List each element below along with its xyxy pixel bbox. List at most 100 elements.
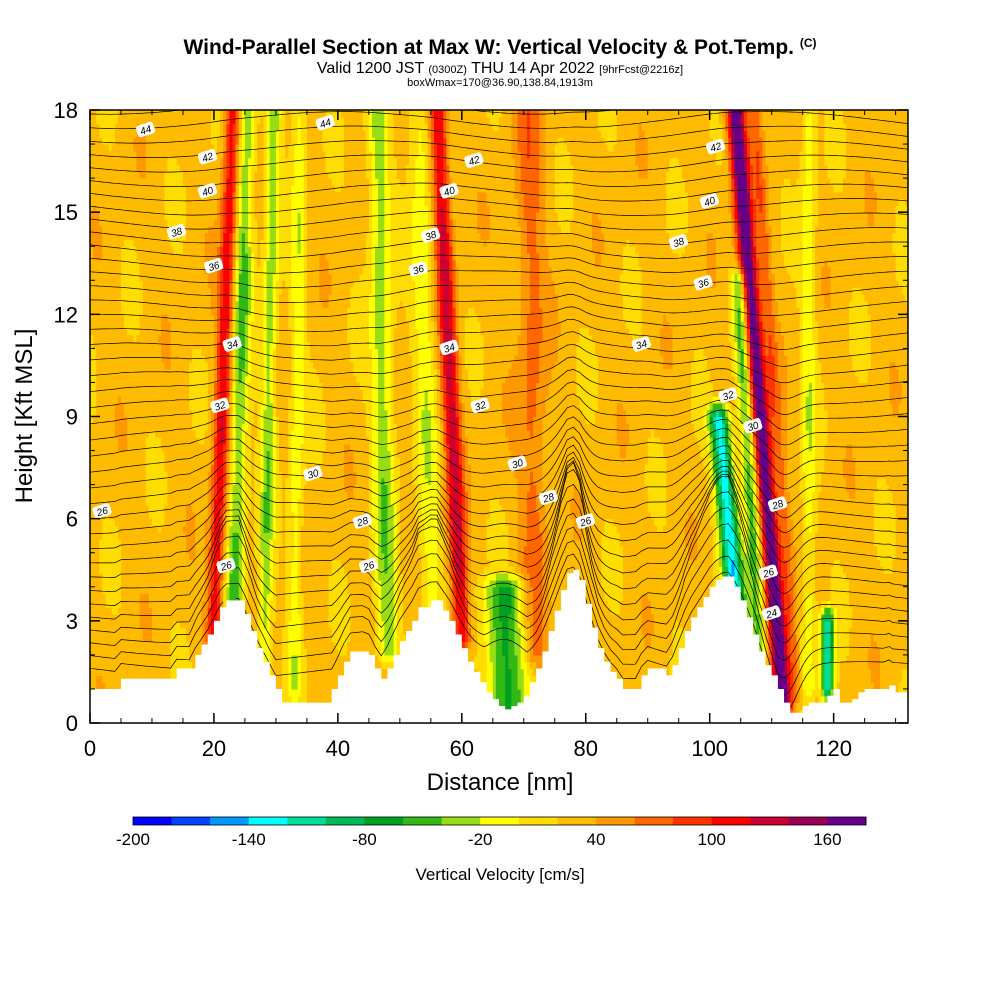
w-cell (833, 110, 838, 193)
w-cell (176, 253, 181, 622)
w-cell (257, 123, 262, 268)
w-cell (340, 566, 345, 656)
w-cell (895, 205, 900, 281)
w-cell (694, 348, 698, 438)
w-cell (718, 164, 723, 397)
w-cell (359, 389, 364, 723)
w-cell (604, 600, 609, 690)
w-cell (495, 130, 500, 499)
w-cell (660, 327, 664, 356)
w-cell (316, 110, 320, 377)
w-cell (173, 620, 178, 710)
w-cell (294, 110, 299, 145)
w-cell (207, 287, 212, 472)
theta-label-text: 38 (424, 229, 438, 243)
w-cell (718, 416, 723, 458)
w-cell (678, 259, 683, 629)
x-tick-label: 40 (326, 736, 350, 761)
w-cell (560, 232, 565, 608)
w-cell (111, 614, 116, 723)
w-cell (269, 110, 274, 343)
w-cell (437, 300, 441, 336)
w-cell (849, 355, 853, 445)
w-cell (768, 634, 773, 649)
w-cell (254, 402, 258, 438)
w-cell (849, 607, 853, 629)
w-cell (805, 593, 810, 697)
w-cell (743, 273, 748, 281)
w-cell (610, 614, 615, 723)
w-cell (421, 110, 426, 152)
w-cell (393, 110, 398, 159)
w-cell (421, 150, 426, 411)
w-cell (722, 423, 726, 445)
w-cell (666, 110, 671, 172)
w-cell (241, 423, 246, 588)
w-cell (384, 654, 389, 663)
w-cell (715, 409, 720, 418)
w-cell (145, 110, 150, 438)
w-cell (502, 654, 506, 710)
w-cell (749, 491, 754, 574)
w-cell (399, 300, 404, 574)
w-cell (635, 164, 640, 254)
w-cell (198, 110, 203, 349)
w-cell (449, 518, 454, 547)
w-cell (300, 110, 305, 145)
theta-label-text: 24 (764, 607, 779, 621)
w-cell (489, 498, 494, 574)
w-cell (499, 573, 503, 581)
w-cell (381, 110, 385, 479)
theta-label: 28 (767, 496, 788, 513)
w-cell (725, 423, 729, 445)
w-cell (170, 246, 175, 629)
w-cell (576, 491, 581, 540)
w-cell (514, 573, 519, 581)
w-cell (802, 648, 807, 690)
theta-label-bg (197, 149, 218, 165)
w-cell (226, 327, 231, 397)
w-cell (753, 409, 757, 424)
w-cell (740, 259, 745, 268)
w-cell (204, 110, 209, 234)
w-cell (675, 157, 680, 254)
w-cell (731, 464, 736, 479)
title-suffix: (C) (799, 36, 817, 50)
theta-label-bg (210, 397, 230, 414)
w-cell (499, 505, 503, 574)
w-cell (93, 416, 97, 723)
w-cell (207, 607, 212, 642)
w-cell (328, 627, 333, 723)
w-cell (790, 184, 794, 281)
box-info: boxWmax=170@36.90,138.84,1913m (407, 77, 593, 89)
w-cell (749, 430, 754, 445)
w-cell (477, 402, 482, 574)
w-cell (864, 171, 869, 213)
w-cell (737, 110, 742, 213)
w-cell (353, 110, 358, 281)
w-cell (526, 314, 531, 431)
w-cell (681, 178, 686, 254)
theta-label: 34 (439, 339, 459, 356)
w-cell (127, 334, 131, 710)
w-cell (517, 334, 522, 567)
w-cell (254, 559, 258, 670)
w-cell (842, 477, 847, 574)
theta-label-bg (538, 489, 558, 505)
w-cell (523, 110, 528, 220)
w-cell (768, 280, 773, 336)
w-cell (402, 307, 407, 636)
theta-label-text: 30 (306, 468, 320, 482)
w-cell (251, 423, 255, 723)
w-cell (601, 586, 605, 683)
w-cell (105, 511, 110, 608)
w-cell (282, 627, 286, 704)
w-cell (461, 641, 466, 649)
w-cell (430, 157, 435, 213)
theta-label-text: 36 (697, 277, 711, 291)
w-cell (672, 157, 677, 254)
w-cell (489, 579, 494, 663)
w-cell (217, 341, 221, 404)
w-cell (387, 450, 392, 656)
w-cell (737, 212, 742, 227)
